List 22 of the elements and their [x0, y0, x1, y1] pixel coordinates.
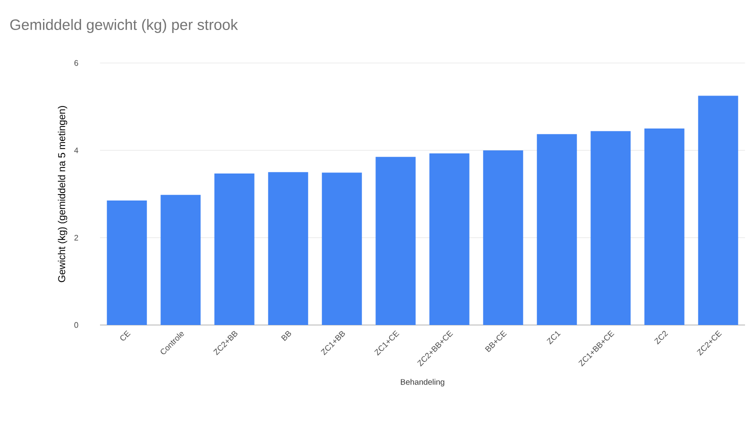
chart-title: Gemiddeld gewicht (kg) per strook [10, 19, 238, 33]
x-axis-title: Behandeling [400, 378, 444, 386]
bar [214, 173, 254, 325]
bar [160, 194, 201, 325]
x-tick-label: ZC1 [546, 331, 561, 344]
y-tick-label: 4 [74, 148, 78, 154]
bar [322, 172, 362, 325]
y-tick-label: 2 [74, 234, 78, 240]
y-axis-title: Gewicht (kg) (gemiddeld na 5 metingen) [58, 106, 68, 282]
x-tick-label: BB [281, 331, 292, 341]
bar [590, 131, 631, 325]
bar [483, 150, 524, 325]
bar [268, 172, 308, 325]
bar [698, 96, 738, 325]
y-tick-label: 0 [74, 322, 78, 328]
bar [429, 153, 470, 325]
bar [536, 134, 577, 325]
bar [106, 200, 147, 325]
bar [644, 128, 684, 325]
y-tick-label: 6 [74, 60, 78, 66]
bar [376, 156, 416, 325]
x-tick-label: CE [120, 330, 131, 341]
